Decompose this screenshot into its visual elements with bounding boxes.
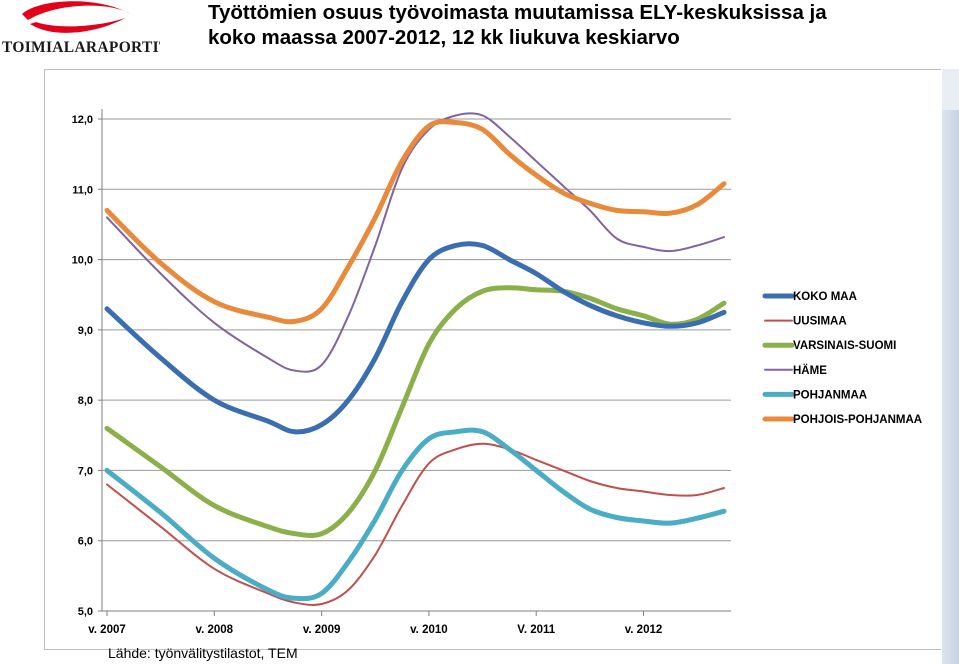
y-axis: 5,0 6,0 7,0 8,0 9,0 10,0 11,0 12,0 [72,109,103,618]
source-note: Lähde: työnvälitystilastot, TEM [108,645,298,661]
legend: KOKO MAA UUSIMAA VARSINAIS-SUOMI HÄME POHJAN… [762,291,922,426]
y-tick-label: 9,0 [78,325,93,337]
series-lines [104,112,727,606]
legend-label: KOKO MAA [793,291,857,303]
y-tick-label: 5,0 [78,606,93,618]
y-tick-label: 7,0 [78,465,93,477]
legend-label: UUSIMAA [793,316,847,328]
x-tick-label: v. 2009 [303,624,341,636]
x-tick-label: v. 2012 [625,624,663,636]
series-line-pohjanmaa [104,427,727,602]
series-line-uusimaa [106,442,725,606]
legend-label: HÄME [793,364,827,377]
legend-label: POHJOIS-POHJANMAA [793,414,922,426]
chart-title: Työttömien osuus työvoimasta muutamissa … [208,0,827,50]
x-tick-label: v. 2007 [88,624,126,636]
y-tick-label: 11,0 [72,184,93,196]
series-line-pohjois-pohjanmaa [104,119,727,325]
legend-label: POHJANMAA [793,389,867,401]
chart-frame: 5,0 6,0 7,0 8,0 9,0 10,0 11,0 12,0 v. 2007 v. 20… [44,69,941,650]
series-line-varsinais-suomi [104,285,727,539]
logo-swoosh-inner [30,18,125,33]
legend-label: VARSINAIS-SUOMI [793,340,896,352]
x-axis: v. 2007 v. 2008 v. 2009 v. 2010 V. 2011 v. 20… [88,610,731,636]
y-tick-label: 10,0 [72,255,93,267]
right-panel-top [942,69,959,110]
x-tick-label: V. 2011 [517,624,556,636]
logo-text: TOIMIALARAPORTIT [2,39,160,56]
right-panel [942,110,959,664]
chart-title-line2: koko maassa 2007-2012, 12 kk liukuva kes… [208,26,680,49]
toimialaraportit-logo: TOIMIALARAPORTIT [2,1,160,56]
grid-lines [102,118,731,612]
x-tick-label: v. 2010 [410,624,448,636]
line-chart: 5,06,07,08,09,010,011,012,0 v. 2007 v. 20… [72,109,922,636]
y-tick-label: 6,0 [78,536,93,548]
logo-swoosh-outer [22,1,130,20]
y-tick-label: 8,0 [78,395,93,407]
chart-title-line1: Työttömien osuus työvoimasta muutamissa … [208,1,827,24]
series-line-häme [106,112,725,373]
series-line-koko-maa [104,241,727,435]
x-tick-label: v. 2008 [196,624,234,636]
y-tick-label: 12,0 [72,114,93,126]
